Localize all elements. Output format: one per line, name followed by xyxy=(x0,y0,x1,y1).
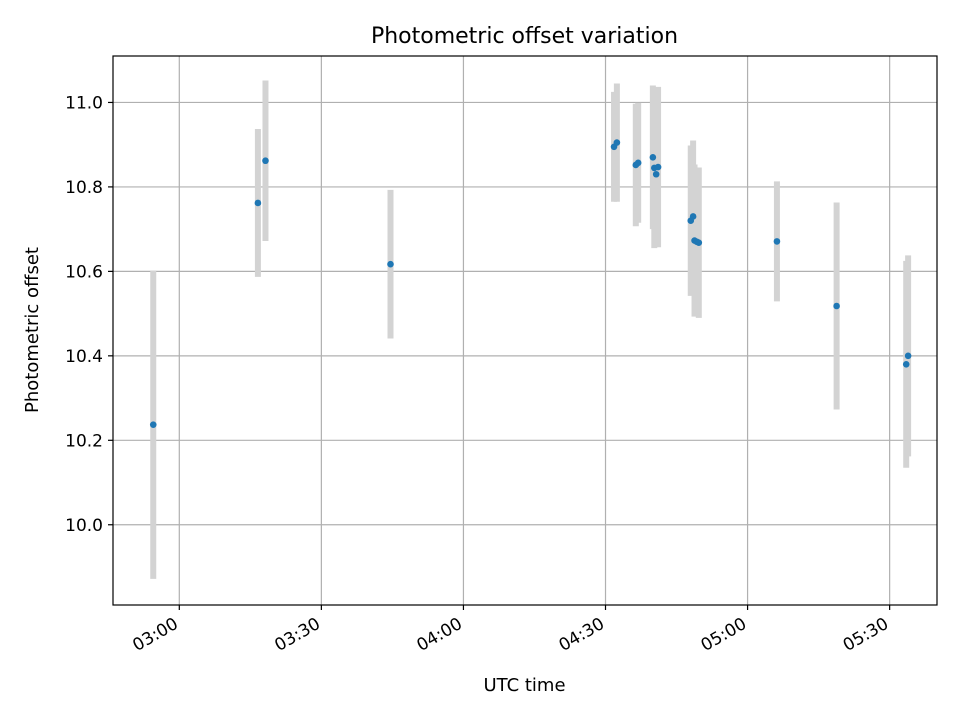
y-tick-label: 10.0 xyxy=(65,516,103,536)
plot-frame xyxy=(112,55,938,606)
grid xyxy=(113,56,937,605)
data-point xyxy=(613,139,621,146)
x-tick-label: 03:30 xyxy=(271,614,323,656)
x-tick-label: 04:00 xyxy=(414,614,466,656)
y-axis: 10.0 10.2 10.4 10.6 10.8 11.0 xyxy=(65,93,113,536)
data-point xyxy=(652,170,660,178)
x-tick-label: 04:30 xyxy=(556,614,608,656)
data-point xyxy=(689,213,697,220)
x-tick-label: 05:00 xyxy=(698,614,750,656)
data-point xyxy=(649,154,657,161)
data-point xyxy=(904,352,912,360)
x-tick-label: 03:00 xyxy=(129,614,181,656)
y-tick-label: 10.8 xyxy=(65,178,103,198)
chart-title: Photometric offset variation xyxy=(371,24,678,49)
data-points xyxy=(149,139,912,428)
x-tick-label: 05:30 xyxy=(840,614,892,656)
data-point xyxy=(254,199,262,207)
data-point xyxy=(149,421,157,428)
error-bars xyxy=(150,80,912,579)
data-point xyxy=(902,360,910,368)
data-point xyxy=(833,302,840,310)
y-tick-label: 10.4 xyxy=(65,347,103,367)
y-tick-label: 10.6 xyxy=(65,262,103,282)
data-point xyxy=(634,159,642,167)
data-point xyxy=(262,157,269,165)
data-point xyxy=(695,239,703,246)
x-axis: 03:00 03:30 04:00 04:30 05:00 05:30 xyxy=(129,605,892,656)
x-axis-title: UTC time xyxy=(483,675,565,696)
y-tick-label: 10.2 xyxy=(65,431,103,451)
y-tick-label: 11.0 xyxy=(65,93,103,113)
data-point xyxy=(654,163,662,171)
data-point xyxy=(387,260,394,268)
data-point xyxy=(773,238,781,245)
y-axis-title: Photometric offset xyxy=(22,247,43,413)
